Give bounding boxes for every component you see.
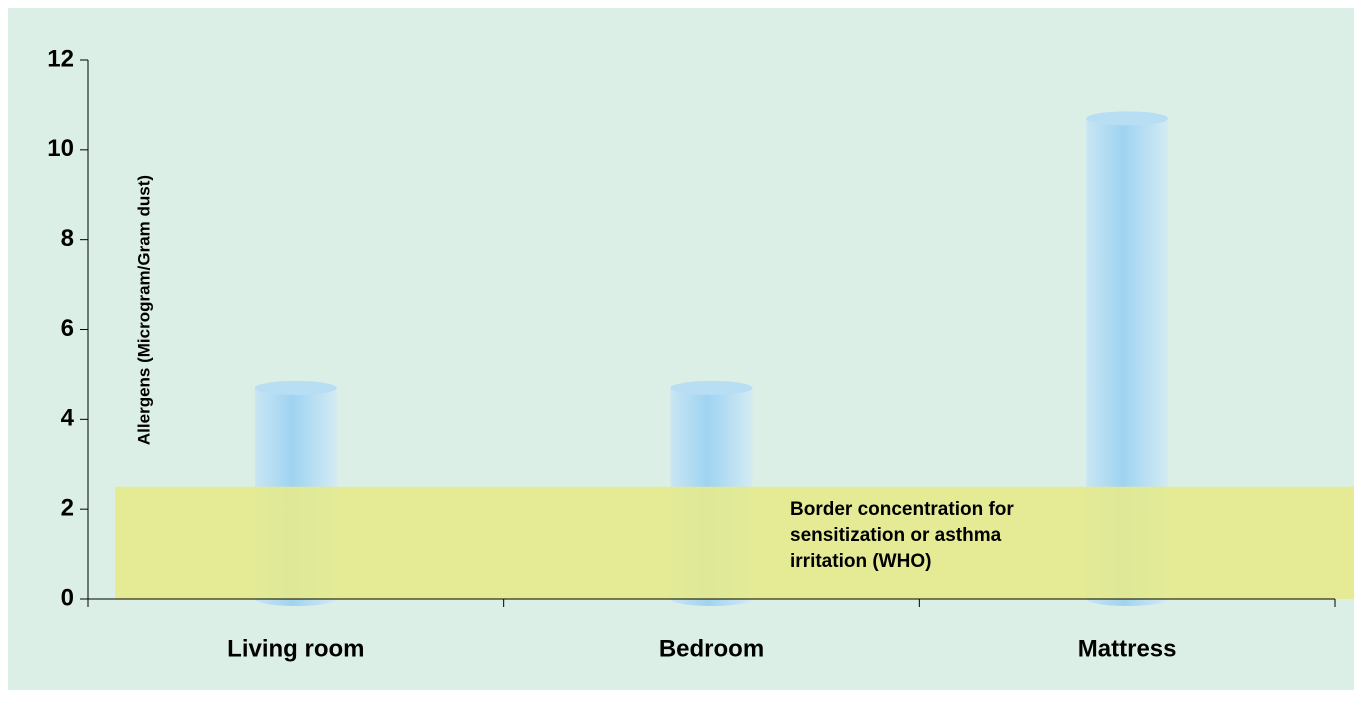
y-tick-label: 12 (47, 45, 74, 72)
bar-top (1086, 111, 1169, 126)
x-tick-label: Bedroom (659, 635, 764, 662)
y-axis-label: Allergens (Microgram/Gram dust) (134, 175, 153, 445)
threshold-band (115, 486, 1354, 599)
bar-top (670, 380, 753, 395)
band-label: sensitization or asthma (790, 525, 1002, 546)
band-label: irritation (WHO) (790, 551, 931, 572)
x-tick-label: Mattress (1078, 635, 1177, 662)
y-tick-label: 2 (61, 495, 74, 522)
y-tick-label: 4 (61, 405, 75, 432)
band-label: Border concentration for (790, 499, 1014, 520)
x-tick-label: Living room (227, 635, 364, 662)
y-tick-label: 6 (61, 315, 74, 342)
bar-top (254, 380, 337, 395)
y-tick-label: 8 (61, 225, 74, 252)
y-tick-label: 0 (61, 584, 74, 611)
y-tick-label: 10 (47, 135, 74, 162)
